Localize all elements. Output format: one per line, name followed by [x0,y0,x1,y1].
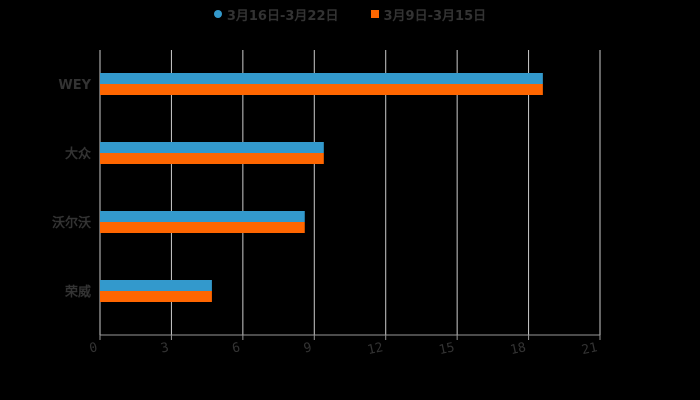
category-label: 荣威 [64,284,91,300]
category-label: 大众 [65,146,91,162]
legend-label: 3月9日-3月15日 [383,8,487,24]
x-tick-label: 21 [580,340,598,358]
bar-series-1[interactable] [100,211,305,222]
circle-marker-icon [213,10,222,18]
category-label: 沃尔沃 [52,215,91,231]
x-tick-label: 18 [509,340,527,358]
square-marker-icon [370,10,379,18]
legend-item-series-2[interactable]: 3月9日-3月15日 [370,5,487,24]
x-tick-label: 12 [366,340,384,358]
bar-series-1[interactable] [100,73,543,84]
bar-series-1[interactable] [100,142,324,153]
x-tick-label: 3 [159,340,170,356]
legend-label: 3月16日-3月22日 [226,8,339,24]
bar-series-2[interactable] [100,291,212,302]
x-tick-label: 9 [302,340,313,356]
chart-legend: 3月16日-3月22日 3月9日-3月15日 [0,4,700,24]
bar-series-1[interactable] [100,280,212,291]
x-tick-label: 6 [231,340,242,356]
category-label: WEY [58,78,91,93]
bar-series-2[interactable] [100,84,543,95]
legend-item-series-1[interactable]: 3月16日-3月22日 [213,5,339,24]
bar-series-2[interactable] [100,222,305,233]
x-tick-label: 15 [438,340,456,358]
bar-series-2[interactable] [100,153,324,164]
x-tick-label: 0 [88,340,99,356]
